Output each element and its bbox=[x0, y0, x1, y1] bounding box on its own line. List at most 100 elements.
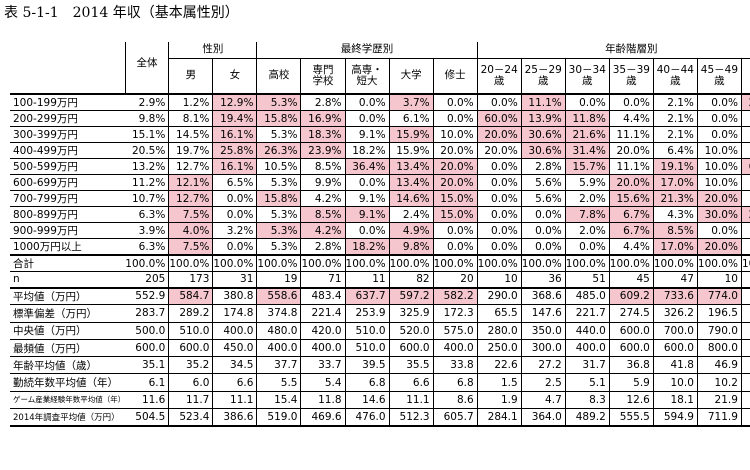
table-cell: 8.5% bbox=[652, 222, 698, 239]
table-cell: 512.3 bbox=[388, 408, 434, 427]
table-cell: 2.5 bbox=[520, 373, 566, 392]
table-cell: 552.9 bbox=[125, 286, 169, 305]
table-cell: 510.0 bbox=[344, 338, 390, 357]
table-cell: 582.2 bbox=[432, 286, 478, 305]
table-cell: 20 bbox=[432, 271, 478, 288]
table-cell: 600.0 bbox=[388, 338, 434, 357]
table-cell: 0.0% bbox=[740, 222, 750, 239]
table-cell: 11.1% bbox=[520, 93, 566, 111]
table-row: 合計 100.0% 100.0% 100.0% 100.0% 100.0% 100.0% 10… bbox=[10, 254, 750, 272]
table-cell: 0.0% bbox=[212, 238, 257, 255]
table-cell: 600.0 bbox=[608, 338, 654, 357]
table-cell: 100.0% bbox=[212, 254, 257, 272]
table-cell: 575.0 bbox=[432, 321, 478, 340]
table-cell: 15.1% bbox=[125, 126, 169, 143]
table-cell: 5.5 bbox=[256, 373, 301, 392]
table-cell: 325.9 bbox=[388, 304, 434, 323]
row-label: 中央値（万円） bbox=[10, 321, 126, 340]
table-cell: 600.0 bbox=[125, 338, 169, 357]
table-cell: 558.6 bbox=[256, 286, 301, 305]
table-cell: 4.9% bbox=[388, 222, 434, 239]
table-cell: 30.6% bbox=[520, 126, 566, 143]
table-cell: 0.0% bbox=[432, 222, 478, 239]
table-cell: 12.9% bbox=[212, 93, 257, 111]
table-cell: 147.6 bbox=[520, 304, 566, 323]
table-cell: 20.0% bbox=[432, 174, 478, 191]
column-header: 30－34 歳 bbox=[564, 57, 610, 94]
table-cell: 11.1 bbox=[212, 390, 257, 409]
table-cell: 21.6% bbox=[564, 126, 610, 143]
row-label: n bbox=[10, 271, 126, 288]
table-body: 全体 性別 最終学歴別 年齢階層別男女高校 専門 学校 高専・ 短大 大学 修士 20－24 歳 25－… bbox=[10, 42, 750, 427]
table-cell: 253.9 bbox=[344, 304, 390, 323]
table-cell: 14.6 bbox=[344, 390, 390, 409]
table-cell: 480.0 bbox=[256, 321, 301, 340]
table-cell: 0.0% bbox=[344, 93, 390, 111]
table-cell: 205 bbox=[125, 271, 169, 288]
table-cell: 600.0 bbox=[652, 338, 698, 357]
row-label: 300-399万円 bbox=[10, 126, 126, 143]
table-cell: 1.2% bbox=[168, 93, 213, 111]
table-cell: 10.0% bbox=[696, 174, 742, 191]
table-cell: 31.4% bbox=[564, 142, 610, 159]
header-corner bbox=[10, 42, 125, 94]
table-cell: 21.3% bbox=[652, 190, 698, 207]
table-cell: 6.0 bbox=[168, 373, 213, 392]
table-cell: 0.0% bbox=[212, 206, 257, 223]
table-row: 100-199万円 2.9% 1.2% 12.9% 5.3% 2.8% 0.0% 3.7% 0.… bbox=[10, 93, 750, 111]
row-label: 200-299万円 bbox=[10, 110, 126, 127]
table-cell: 0.0% bbox=[696, 126, 742, 143]
row-label: 標準偏差（万円） bbox=[10, 304, 126, 323]
table-cell: 12.7% bbox=[168, 158, 213, 175]
table-row: 500-599万円 13.2% 12.7% 16.1% 10.5% 8.5% 36.4% 13… bbox=[10, 158, 750, 175]
table-cell: 0.0% bbox=[696, 222, 742, 239]
table-cell: 6.5% bbox=[212, 174, 257, 191]
table-cell: 0.0% bbox=[564, 93, 610, 111]
table-cell: 244.2 bbox=[740, 304, 750, 323]
table-cell: 6.7% bbox=[608, 206, 654, 223]
table-cell: 9.1% bbox=[344, 126, 390, 143]
table-cell: 7.5% bbox=[168, 238, 213, 255]
table-row: 最頻値（万円） 600.0 600.0 450.0 400.0 400.0 510.0 600… bbox=[10, 338, 750, 357]
table-cell: 5.3% bbox=[256, 206, 301, 223]
table-cell: 47 bbox=[652, 271, 698, 288]
table-cell: 0.0% bbox=[476, 158, 522, 175]
table-cell: 17.0% bbox=[652, 238, 698, 255]
table-cell: 386.6 bbox=[212, 408, 257, 427]
table-cell: 0.0% bbox=[520, 206, 566, 223]
table-cell: 39.5 bbox=[344, 356, 390, 374]
column-header: 25－29 歳 bbox=[520, 57, 566, 94]
table-cell: 23.9% bbox=[300, 142, 346, 159]
table-cell: 5.6% bbox=[520, 190, 566, 207]
table-cell: 12.1% bbox=[168, 174, 213, 191]
table-cell: 30.6% bbox=[520, 142, 566, 159]
table-cell: 10.0% bbox=[696, 158, 742, 175]
header-row-columns: 男女高校 専門 学校 高専・ 短大 大学 修士 20－24 歳 25－29 歳 30－34 歳 35－39… bbox=[10, 57, 750, 94]
table-cell: 6.4% bbox=[652, 142, 698, 159]
row-label: 最頻値（万円） bbox=[10, 338, 126, 357]
table-cell: 5 bbox=[740, 271, 750, 288]
table-row: 平均値（万円） 552.9 584.7 380.8 558.6 483.4 637.7 597… bbox=[10, 286, 750, 305]
table-cell: 10.7% bbox=[125, 190, 169, 207]
header-row-groups: 全体 性別 最終学歴別 年齢階層別 bbox=[10, 42, 750, 94]
table-cell: 283.7 bbox=[125, 304, 169, 323]
table-cell: 274.5 bbox=[608, 304, 654, 323]
table-row: 勤続年数平均値（年） 6.1 6.0 6.6 5.5 5.4 6.8 6.6 6.8 1.5 2.5… bbox=[10, 373, 750, 392]
table-cell: 11.8% bbox=[564, 110, 610, 127]
table-cell: 597.2 bbox=[388, 286, 434, 305]
table-cell: 380.8 bbox=[212, 286, 257, 305]
table-cell: 35.2 bbox=[168, 356, 213, 374]
table-cell: 37.7 bbox=[256, 356, 301, 374]
table-cell: 15.4 bbox=[256, 390, 301, 409]
table-cell: 100.0% bbox=[125, 254, 169, 272]
row-label: 2014年調査平均値（万円） bbox=[10, 408, 126, 427]
table-cell: 500.0 bbox=[125, 321, 169, 340]
table-row: 800-899万円 6.3% 7.5% 0.0% 5.3% 8.5% 9.1% 2.4% 15.… bbox=[10, 206, 750, 223]
table-cell: 400.0 bbox=[256, 338, 301, 357]
table-cell: 0.0% bbox=[740, 126, 750, 143]
table-cell: 280.0 bbox=[476, 321, 522, 340]
table-cell: 3.9% bbox=[125, 222, 169, 239]
table-row: 900-999万円 3.9% 4.0% 3.2% 5.3% 4.2% 0.0% 4.9% 0.0… bbox=[10, 222, 750, 239]
table-cell: 6.6 bbox=[212, 373, 257, 392]
table-cell: 0.0% bbox=[696, 93, 742, 111]
